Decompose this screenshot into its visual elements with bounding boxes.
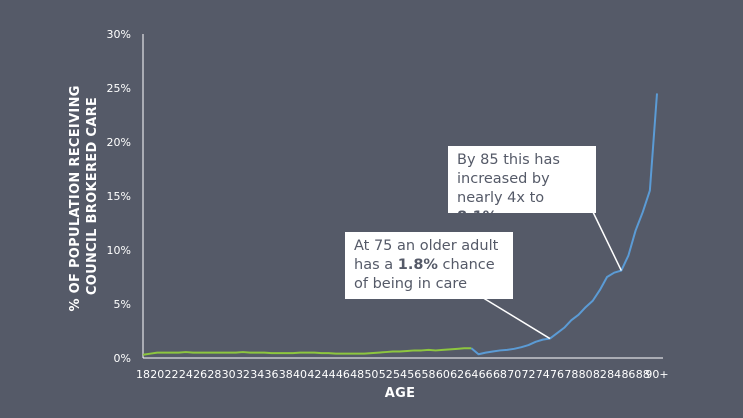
x-tick-label: 56 — [407, 368, 421, 381]
x-tick-label: 64 — [464, 368, 478, 381]
annotation-line: By 85 this has — [457, 151, 587, 170]
annotation-text: chance — [437, 257, 495, 273]
annotation-text: At 75 an older adult — [354, 238, 499, 254]
annotation-callout: At 75 an older adult has a 1.8% chance of … — [345, 232, 513, 299]
series-line-2 — [470, 93, 658, 356]
y-tick-label: 5% — [114, 298, 131, 311]
annotation-text: By 85 this has — [457, 152, 560, 168]
x-tick-label: 30 — [222, 368, 236, 381]
x-tick-label: 60 — [436, 368, 450, 381]
x-tick-label: 38 — [279, 368, 293, 381]
series-group — [142, 93, 658, 356]
x-tick-label: 18 — [136, 368, 150, 381]
annotation-pointers — [479, 209, 622, 340]
x-tick-label: 58 — [422, 368, 436, 381]
y-tick-label: 0% — [114, 352, 131, 365]
x-tick-label: 74 — [536, 368, 550, 381]
annotation-pointer — [479, 295, 551, 340]
annotation-line: of being in care — [354, 275, 504, 294]
x-tick-label: 86 — [621, 368, 635, 381]
annotation-text: of being in care — [354, 276, 467, 292]
x-tick-label: 54 — [393, 368, 407, 381]
x-tick-label: 52 — [379, 368, 393, 381]
x-tick-label: 40 — [293, 368, 307, 381]
x-tick-label: 20 — [150, 368, 164, 381]
y-tick-label: 15% — [107, 190, 131, 203]
annotation-pointer — [591, 209, 622, 271]
x-tick-label: 36 — [265, 368, 279, 381]
y-axis-title-line-1: % OF POPULATION RECEIVING — [68, 85, 83, 311]
y-tick-label: 20% — [107, 136, 131, 149]
series-line-1 — [142, 347, 472, 356]
x-axis-title: AGE — [385, 386, 416, 401]
y-tick-label: 25% — [107, 82, 131, 95]
x-tick-label: 28 — [207, 368, 221, 381]
x-tick-label: 90+ — [645, 368, 668, 381]
annotation-highlight: 1.8% — [397, 257, 438, 273]
annotation-text: has a — [354, 257, 398, 273]
x-tick-label: 80 — [579, 368, 593, 381]
x-tick-label: 76 — [550, 368, 564, 381]
annotation-line: nearly 4x to 8.1% — [457, 189, 587, 227]
x-tick-label: 66 — [479, 368, 493, 381]
x-tick-label: 32 — [236, 368, 250, 381]
annotation-line: At 75 an older adult — [354, 237, 504, 256]
annotation-text: increased by — [457, 171, 550, 187]
x-tick-label: 42 — [307, 368, 321, 381]
y-tick-label: 30% — [107, 28, 131, 41]
annotation-line: increased by — [457, 170, 587, 189]
y-axis-title: % OF POPULATION RECEIVING COUNCIL BROKER… — [68, 80, 100, 311]
x-tick-label: 48 — [350, 368, 364, 381]
x-tick-label: 70 — [507, 368, 521, 381]
x-tick-label: 78 — [564, 368, 578, 381]
y-axis-title-line-2: COUNCIL BROKERED CARE — [85, 97, 100, 295]
annotation-highlight: 8.1% — [457, 209, 498, 225]
x-tick-label: 68 — [493, 368, 507, 381]
annotation-line: has a 1.8% chance — [354, 256, 504, 275]
x-tick-label: 82 — [593, 368, 607, 381]
x-tick-label: 50 — [364, 368, 378, 381]
x-tick-label: 88 — [636, 368, 650, 381]
x-tick-label: 44 — [322, 368, 336, 381]
x-tick-label: 84 — [607, 368, 621, 381]
x-tick-label: 24 — [179, 368, 193, 381]
x-tick-label: 72 — [522, 368, 536, 381]
y-tick-labels: 0% 5% 10% 15% 20% 25% 30% — [107, 28, 131, 365]
axes — [142, 34, 663, 359]
x-tick-label: 22 — [165, 368, 179, 381]
annotation-callout: By 85 this has increased by nearly 4x to 8… — [448, 146, 596, 225]
y-tick-label: 10% — [107, 244, 131, 257]
x-tick-label: 26 — [193, 368, 207, 381]
x-tick-label: 46 — [336, 368, 350, 381]
x-tick-label: 34 — [250, 368, 264, 381]
x-tick-labels: 18 20 22 24 26 28 30 32 34 36 38 40 42 44 46 48 50 52 54 56… — [136, 368, 669, 381]
x-tick-label: 62 — [450, 368, 464, 381]
annotation-text: nearly 4x to — [457, 190, 545, 206]
